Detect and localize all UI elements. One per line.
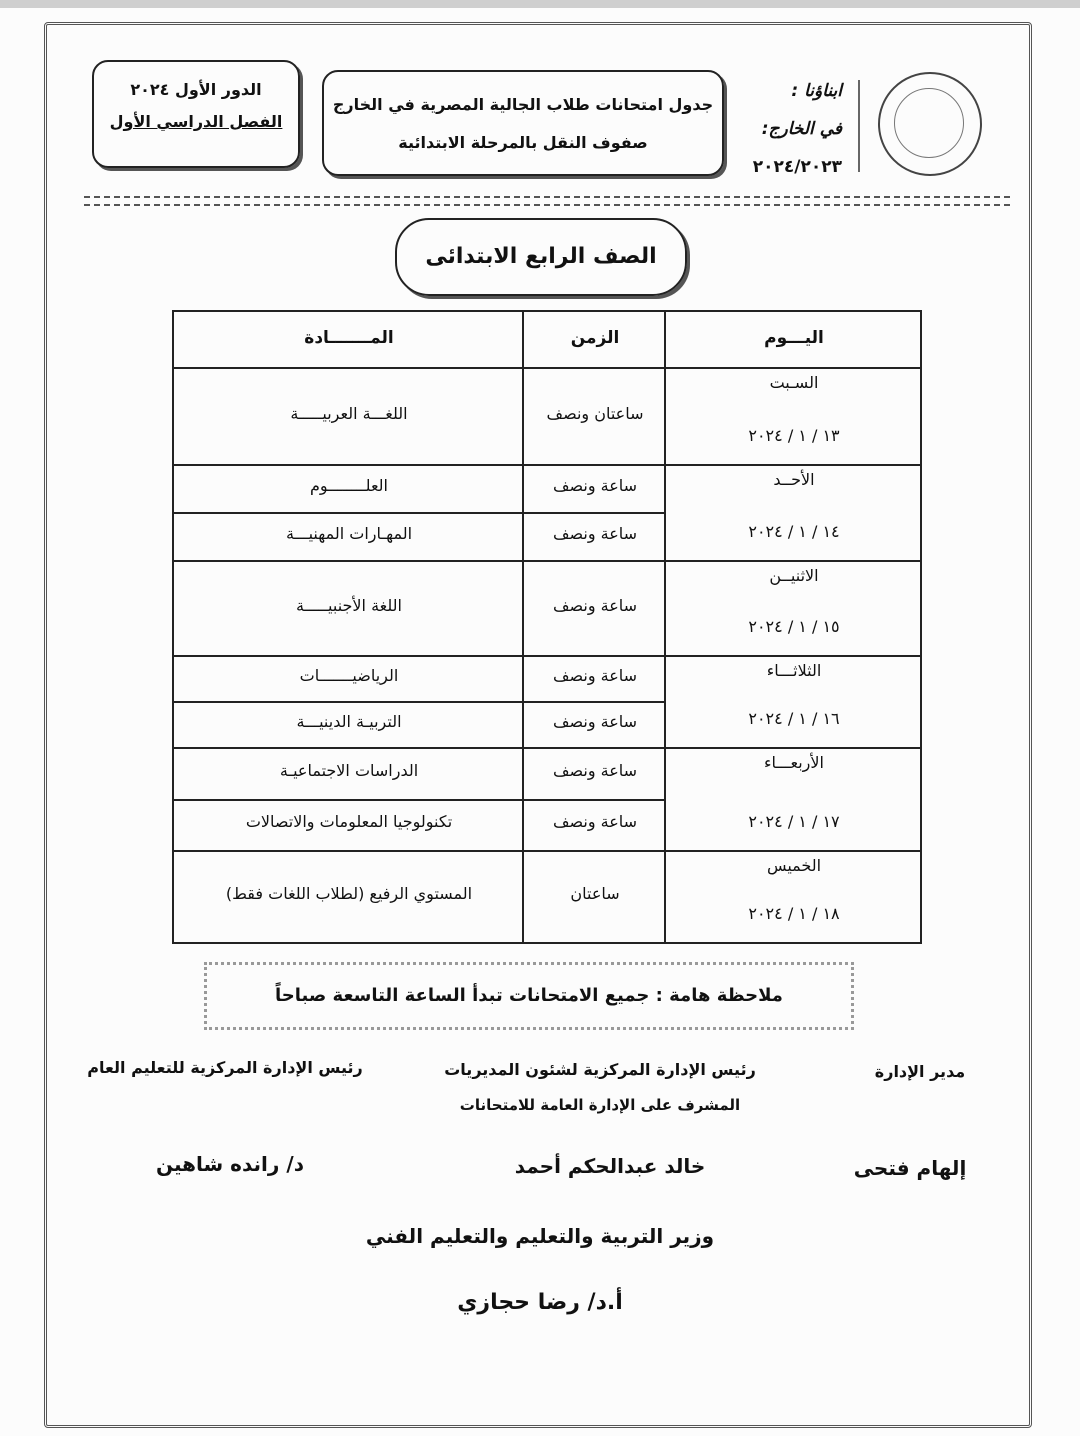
day-date: ١٣ / ١ / ٢٠٢٤ bbox=[748, 426, 840, 445]
divider bbox=[858, 80, 860, 172]
exam-time: ساعة ونصف bbox=[552, 524, 638, 543]
day-date: ١٨ / ١ / ٢٠٢٤ bbox=[748, 904, 840, 923]
day-name: الأربعـــاء bbox=[764, 753, 824, 772]
day-name: الثلاثـــاء bbox=[766, 661, 822, 680]
row-divider bbox=[174, 367, 920, 369]
header-subject: المـــــــادة bbox=[304, 328, 394, 348]
row-divider bbox=[174, 655, 920, 657]
session-box: الدور الأول ٢٠٢٤ الفصل الدراسي الأول bbox=[92, 60, 300, 168]
center-signature-title: رئيس الإدارة المركزية لشئون المديريات bbox=[444, 1060, 756, 1079]
right-signature-name: إلهام فتحى bbox=[853, 1156, 967, 1180]
column-divider bbox=[664, 312, 666, 942]
academic-year: ٢٠٢٤/٢٠٢٣ bbox=[752, 157, 842, 177]
exam-divider bbox=[174, 798, 664, 801]
column-divider bbox=[522, 312, 524, 942]
important-note: ملاحظة هامة : جميع الامتحانات تبدأ الساع… bbox=[204, 962, 854, 1030]
exam-subject: الرياضيـــــــات bbox=[299, 666, 399, 685]
exam-divider bbox=[174, 701, 664, 703]
title-line1: جدول امتحانات طلاب الجالية المصرية في ال… bbox=[332, 95, 714, 114]
exam-subject: تكنولوجيا المعلومات والاتصالات bbox=[245, 812, 453, 832]
exam-subject: المستوي الرفيع (لطلاب اللغات فقط) bbox=[225, 884, 473, 903]
day-date: ١٤ / ١ / ٢٠٢٤ bbox=[748, 522, 840, 541]
day-date: ١٧ / ١ / ٢٠٢٤ bbox=[748, 812, 840, 831]
title-line2: صفوف النقل بالمرحلة الابتدائية bbox=[398, 133, 648, 152]
header-side: ابناؤنا : في الخارج: ٢٠٢٤/٢٠٢٣ bbox=[742, 72, 842, 186]
side-line2: في الخارج: bbox=[761, 119, 842, 139]
exam-subject: الدراسات الاجتماعيـة bbox=[279, 760, 419, 780]
row-divider bbox=[174, 464, 920, 466]
exam-time: ساعتان bbox=[570, 884, 620, 903]
left-signature-title: رئيس الإدارة المركزية للتعليم العام bbox=[87, 1058, 363, 1077]
term: الفصل الدراسي الأول bbox=[109, 112, 283, 131]
exam-divider bbox=[174, 512, 664, 514]
left-signature-name: د/ رانده شاهين bbox=[156, 1152, 304, 1176]
ministry-seal-icon bbox=[878, 72, 982, 176]
grade-title: الصف الرابع الابتدائى bbox=[395, 218, 687, 296]
dashed-separator bbox=[84, 196, 1010, 206]
session: الدور الأول ٢٠٢٤ bbox=[130, 80, 262, 99]
exam-time: ساعة ونصف bbox=[552, 595, 638, 615]
exam-table: اليـــوم الزمن المـــــــادة السـبت ١٣ / ١ /… bbox=[172, 310, 922, 944]
exam-time: ساعتان ونصف bbox=[546, 403, 644, 423]
right-signature-title: مدير الإدارة bbox=[874, 1062, 966, 1081]
exam-time: ساعة ونصف bbox=[552, 666, 638, 685]
day-name: الاثنيــن bbox=[769, 566, 819, 585]
center-signature-subtitle: المشرف على الإدارة العامة للامتحانات bbox=[459, 1096, 741, 1114]
minister-title: وزير التربية والتعليم والتعليم الفني bbox=[365, 1224, 715, 1248]
exam-subject: اللغـــة العربيـــــة bbox=[290, 403, 408, 423]
day-date: ١٥ / ١ / ٢٠٢٤ bbox=[748, 617, 840, 636]
exam-time: ساعة ونصف bbox=[552, 812, 638, 832]
center-signature-name: خالد عبدالحكم أحمد bbox=[514, 1154, 706, 1178]
exam-time: ساعة ونصف bbox=[552, 760, 638, 780]
row-divider bbox=[174, 747, 920, 749]
header-time: الزمن bbox=[570, 328, 620, 348]
day-name: السـبت bbox=[769, 373, 819, 392]
minister-name: أ.د/ رضا حجازي bbox=[457, 1290, 623, 1315]
exam-time: ساعة ونصف bbox=[552, 712, 638, 731]
side-line1: ابناؤنا : bbox=[791, 81, 842, 101]
exam-time: ساعة ونصف bbox=[552, 476, 638, 495]
row-divider bbox=[174, 850, 920, 852]
header-day: اليـــوم bbox=[764, 328, 824, 348]
day-date: ١٦ / ١ / ٢٠٢٤ bbox=[748, 709, 840, 728]
exam-subject: المهـارات المهنيـــة bbox=[285, 524, 413, 543]
row-divider bbox=[174, 560, 920, 562]
exam-subject: التربيـة الدينيـــة bbox=[296, 712, 402, 731]
exam-subject: اللغة الأجنبيـــــة bbox=[296, 595, 402, 615]
day-name: الأحــد bbox=[773, 470, 815, 489]
page-frame bbox=[44, 22, 1032, 1428]
exam-subject: العلــــــــوم bbox=[309, 476, 388, 495]
day-name: الخميس bbox=[766, 856, 822, 875]
title-box: جدول امتحانات طلاب الجالية المصرية في ال… bbox=[322, 70, 724, 176]
top-bar bbox=[0, 0, 1080, 8]
